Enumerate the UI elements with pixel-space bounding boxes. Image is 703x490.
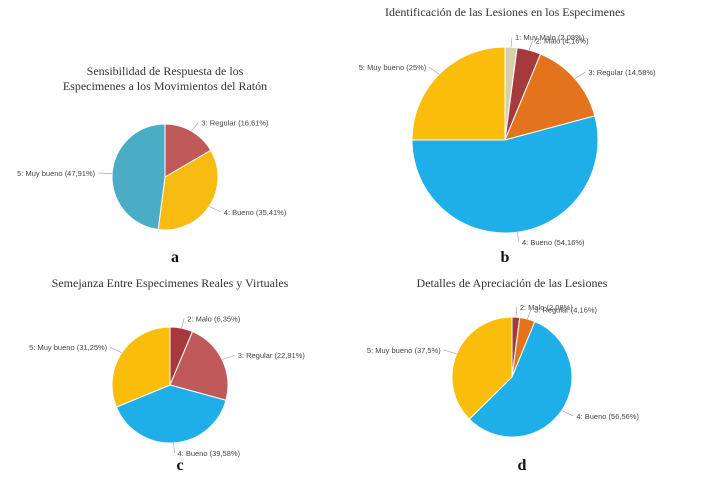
slice-category: 5: Muy bueno	[17, 169, 62, 178]
leader-line	[191, 122, 199, 132]
slice-category: 2: Malo	[187, 314, 212, 323]
slice-label: 4: Bueno (56,56%)	[576, 412, 639, 421]
leader-line	[110, 346, 122, 354]
slice-label: 3: Regular (14,58%)	[588, 68, 656, 77]
leader-line	[528, 40, 533, 51]
slice-value: (14,58%)	[625, 68, 656, 77]
pie-slice	[111, 123, 166, 231]
slice-value: (22,91%)	[274, 351, 305, 360]
slice-label: 2: Malo (6,35%)	[187, 314, 240, 323]
slice-category: 4: Bueno	[224, 208, 254, 217]
leader-line	[574, 71, 586, 79]
chart-title: Semejanza Entre Especimenes Reales y Vir…	[52, 276, 289, 290]
chart-title: Identificación de las Lesiones en los Es…	[385, 5, 625, 19]
slice-category: 5: Muy bueno	[367, 346, 412, 355]
slice-category: 1: Muy Malo	[515, 33, 556, 42]
slice-label: 4: Bueno (54,16%)	[522, 238, 585, 247]
slice-label: 3: Regular (4,16%)	[534, 305, 597, 314]
panel-label: a	[171, 249, 179, 266]
slice-value: (25%)	[406, 63, 427, 72]
pie-slice	[504, 53, 596, 141]
slice-value: (47,91%)	[65, 169, 96, 178]
slice-label: 5: Muy bueno (31,25%)	[29, 343, 107, 352]
panel-label: b	[501, 249, 510, 266]
slice-category: 5: Muy bueno	[29, 343, 74, 352]
slice-value: (37,5%)	[414, 346, 441, 355]
slice-category: 3: Regular	[201, 118, 236, 127]
pie-slice	[468, 320, 573, 438]
slice-value: (35,41%)	[256, 208, 287, 217]
slice-label: 4: Bueno (39,58%)	[177, 449, 240, 458]
pie-slice	[111, 326, 171, 408]
slice-category: 2: Malo	[536, 36, 561, 45]
slice-label: 5: Muy bueno (37,5%)	[367, 346, 441, 355]
slice-label: 5: Muy bueno (25%)	[359, 63, 427, 72]
slice-value: (16,61%)	[238, 118, 269, 127]
leader-line	[173, 442, 175, 453]
slice-label: 3: Regular (22,91%)	[238, 351, 306, 360]
leader-line	[222, 354, 235, 360]
slice-label: 5: Muy bueno (47,91%)	[17, 169, 95, 178]
slice-category: 3: Regular	[588, 68, 623, 77]
leader-line	[181, 318, 185, 329]
chart-title: Especimenes a los Movimientos del Ratón	[63, 79, 267, 93]
leader-line	[443, 349, 457, 355]
slice-category: 4: Bueno	[576, 412, 606, 421]
slice-value: (39,58%)	[210, 449, 241, 458]
slice-label: 2: Malo (4,16%)	[536, 36, 589, 45]
slice-value: (31,25%)	[77, 343, 108, 352]
pie-slice	[451, 316, 513, 420]
leader-line	[515, 307, 518, 318]
leader-line	[561, 410, 574, 417]
slice-value: (2,08%)	[547, 303, 574, 312]
slice-category: 4: Bueno	[177, 449, 207, 458]
panel-label: d	[518, 457, 527, 474]
leader-line	[429, 66, 440, 75]
slice-category: 3: Regular	[238, 351, 273, 360]
slice-label: 3: Regular (16,61%)	[201, 118, 269, 127]
leader-line	[510, 37, 513, 48]
leader-line	[209, 206, 221, 213]
leader-line	[527, 309, 532, 320]
slice-label: 2: Malo (2,08%)	[520, 303, 573, 312]
chart-title: Detalles de Apreciación de las Lesiones	[417, 276, 608, 290]
slice-category: 3: Regular	[534, 305, 569, 314]
leader-line	[516, 232, 520, 243]
slice-category: 2: Malo	[520, 303, 545, 312]
slice-category: 5: Muy bueno	[359, 63, 404, 72]
pie-slice	[157, 149, 219, 231]
leader-line	[98, 172, 113, 174]
slice-label: 1: Muy Malo (2,08%)	[515, 33, 585, 42]
pie-slice	[411, 46, 506, 141]
chart-title: Sensibilidad de Respuesta de los	[87, 64, 244, 78]
slice-value: (4,16%)	[562, 36, 589, 45]
panel-label: c	[176, 457, 183, 474]
slice-label: 4: Bueno (35,41%)	[224, 208, 287, 217]
slice-value: (54,16%)	[554, 238, 585, 247]
slice-value: (6,35%)	[214, 314, 241, 323]
pie-slice	[164, 123, 212, 178]
pie-slice	[115, 384, 227, 444]
slice-value: (56,56%)	[609, 412, 640, 421]
slice-value: (2,08%)	[558, 33, 585, 42]
slice-value: (4,16%)	[571, 305, 598, 314]
slice-category: 4: Bueno	[522, 238, 552, 247]
